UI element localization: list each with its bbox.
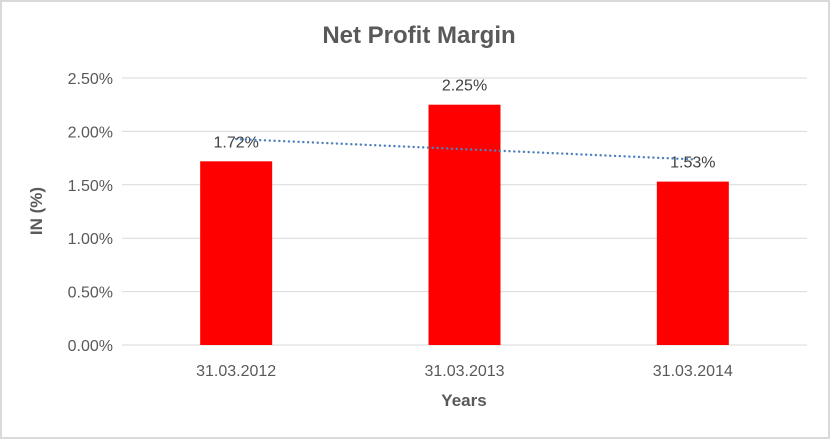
chart-title: Net Profit Margin	[322, 22, 515, 49]
data-label: 2.25%	[442, 78, 487, 95]
bar-series[interactable]	[200, 104, 729, 345]
bar-31.03.2014[interactable]	[656, 181, 729, 345]
y-axis-title: IN (%)	[27, 187, 46, 235]
y-axis-tick-labels: 0.00% 0.50% 1.00% 1.50% 2.00% 2.50%	[68, 71, 113, 355]
y-tick-label: 2.00%	[68, 124, 113, 141]
data-label: 1.72%	[213, 134, 258, 151]
x-axis-title: Years	[441, 391, 486, 410]
x-axis-category-labels: 31.03.2012 31.03.2013 31.03.2014	[196, 363, 733, 380]
y-tick-label: 1.00%	[68, 231, 113, 248]
y-tick-label: 1.50%	[68, 178, 113, 195]
y-tick-label: 2.50%	[68, 71, 113, 88]
net-profit-margin-chart: Net Profit Margin 0.00% 0.50% 1.00% 1.50% 2.…	[27, 22, 807, 410]
y-tick-label: 0.50%	[68, 285, 113, 302]
x-category-label: 31.03.2013	[424, 363, 504, 380]
x-category-label: 31.03.2014	[653, 363, 733, 380]
data-label: 1.53%	[670, 155, 715, 172]
x-category-label: 31.03.2012	[196, 363, 276, 380]
y-tick-label: 0.00%	[68, 338, 113, 355]
trendline[interactable]	[234, 137, 695, 161]
bar-31.03.2012[interactable]	[200, 161, 273, 345]
bar-31.03.2013[interactable]	[428, 104, 501, 345]
